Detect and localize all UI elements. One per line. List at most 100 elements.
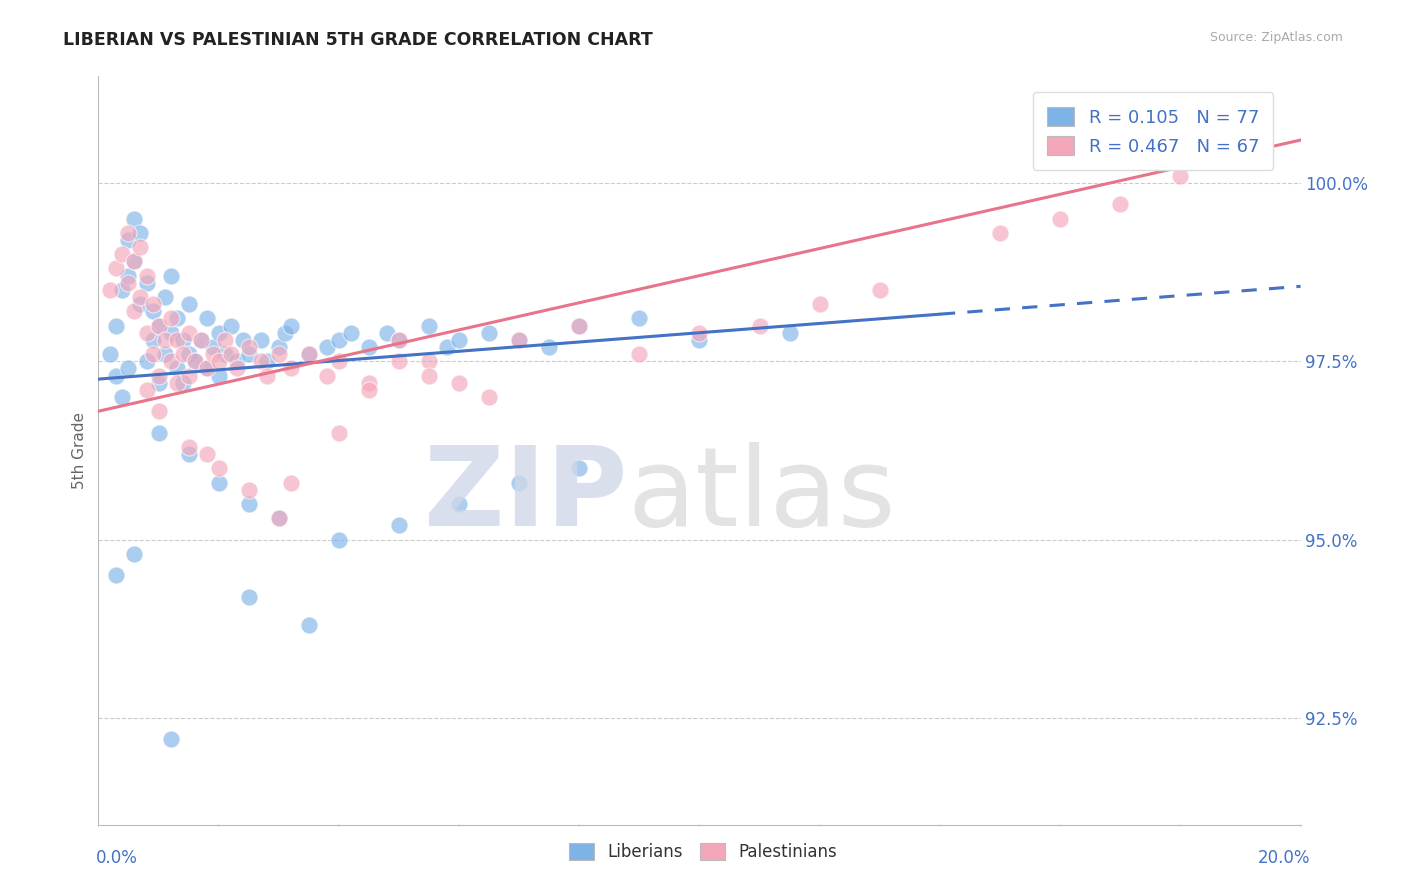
Point xyxy=(280,361,302,376)
Point xyxy=(478,326,501,340)
Point xyxy=(153,333,176,347)
Legend: R = 0.105   N = 77, R = 0.467   N = 67: R = 0.105 N = 77, R = 0.467 N = 67 xyxy=(1032,93,1274,170)
Point xyxy=(208,368,231,383)
Y-axis label: 5th Grade: 5th Grade xyxy=(72,412,87,489)
Point xyxy=(328,425,350,440)
Point xyxy=(357,383,380,397)
Point xyxy=(201,347,224,361)
Point xyxy=(195,311,218,326)
Point xyxy=(159,311,181,326)
Point xyxy=(328,533,350,547)
Point xyxy=(214,333,236,347)
Point xyxy=(172,333,194,347)
Point xyxy=(148,318,170,333)
Point xyxy=(1170,169,1192,183)
Point xyxy=(153,290,176,304)
Point xyxy=(225,361,247,376)
Point xyxy=(249,333,271,347)
Point xyxy=(208,461,231,475)
Point xyxy=(129,297,152,311)
Point xyxy=(388,518,411,533)
Point xyxy=(238,347,260,361)
Point xyxy=(280,475,302,490)
Text: atlas: atlas xyxy=(627,442,896,549)
Point xyxy=(148,368,170,383)
Point xyxy=(298,347,321,361)
Point xyxy=(124,254,146,268)
Point xyxy=(124,254,146,268)
Point xyxy=(508,475,530,490)
Point xyxy=(117,361,139,376)
Point xyxy=(568,461,591,475)
Point xyxy=(129,240,152,254)
Point xyxy=(159,326,181,340)
Point xyxy=(375,326,398,340)
Point xyxy=(388,354,411,368)
Point xyxy=(315,340,337,354)
Text: 20.0%: 20.0% xyxy=(1258,849,1310,867)
Point xyxy=(166,311,188,326)
Point xyxy=(148,376,170,390)
Point xyxy=(208,475,231,490)
Point xyxy=(124,211,146,226)
Point xyxy=(100,347,122,361)
Point xyxy=(508,333,530,347)
Point xyxy=(195,361,218,376)
Point xyxy=(688,333,710,347)
Point xyxy=(135,276,157,290)
Point xyxy=(628,311,651,326)
Point xyxy=(183,354,205,368)
Text: 0.0%: 0.0% xyxy=(96,849,138,867)
Point xyxy=(159,732,181,747)
Point xyxy=(141,304,163,318)
Point xyxy=(1049,211,1071,226)
Point xyxy=(267,340,290,354)
Point xyxy=(267,511,290,525)
Point xyxy=(256,368,278,383)
Point xyxy=(166,361,188,376)
Point xyxy=(315,368,337,383)
Point xyxy=(447,333,470,347)
Text: Source: ZipAtlas.com: Source: ZipAtlas.com xyxy=(1209,31,1343,45)
Point xyxy=(225,354,247,368)
Point xyxy=(195,447,218,461)
Point xyxy=(195,361,218,376)
Legend: Liberians, Palestinians: Liberians, Palestinians xyxy=(562,836,844,868)
Point xyxy=(177,297,200,311)
Point xyxy=(105,568,128,582)
Point xyxy=(388,333,411,347)
Point xyxy=(208,326,231,340)
Point xyxy=(100,283,122,297)
Point xyxy=(688,326,710,340)
Point xyxy=(238,590,260,604)
Point xyxy=(436,340,458,354)
Point xyxy=(568,318,591,333)
Point xyxy=(328,333,350,347)
Point xyxy=(208,354,231,368)
Point xyxy=(135,383,157,397)
Point xyxy=(177,447,200,461)
Point xyxy=(340,326,363,340)
Point xyxy=(111,283,134,297)
Text: LIBERIAN VS PALESTINIAN 5TH GRADE CORRELATION CHART: LIBERIAN VS PALESTINIAN 5TH GRADE CORREL… xyxy=(63,31,652,49)
Point xyxy=(988,226,1011,240)
Point xyxy=(148,404,170,418)
Point xyxy=(177,440,200,454)
Point xyxy=(1109,197,1132,211)
Point xyxy=(117,268,139,283)
Point xyxy=(418,354,440,368)
Point xyxy=(172,347,194,361)
Point xyxy=(111,390,134,404)
Text: ZIP: ZIP xyxy=(425,442,627,549)
Point xyxy=(328,354,350,368)
Point xyxy=(219,318,242,333)
Point xyxy=(159,354,181,368)
Point xyxy=(418,318,440,333)
Point xyxy=(298,347,321,361)
Point xyxy=(129,226,152,240)
Point xyxy=(298,618,321,632)
Point xyxy=(117,233,139,247)
Point xyxy=(129,290,152,304)
Point xyxy=(117,226,139,240)
Point xyxy=(238,483,260,497)
